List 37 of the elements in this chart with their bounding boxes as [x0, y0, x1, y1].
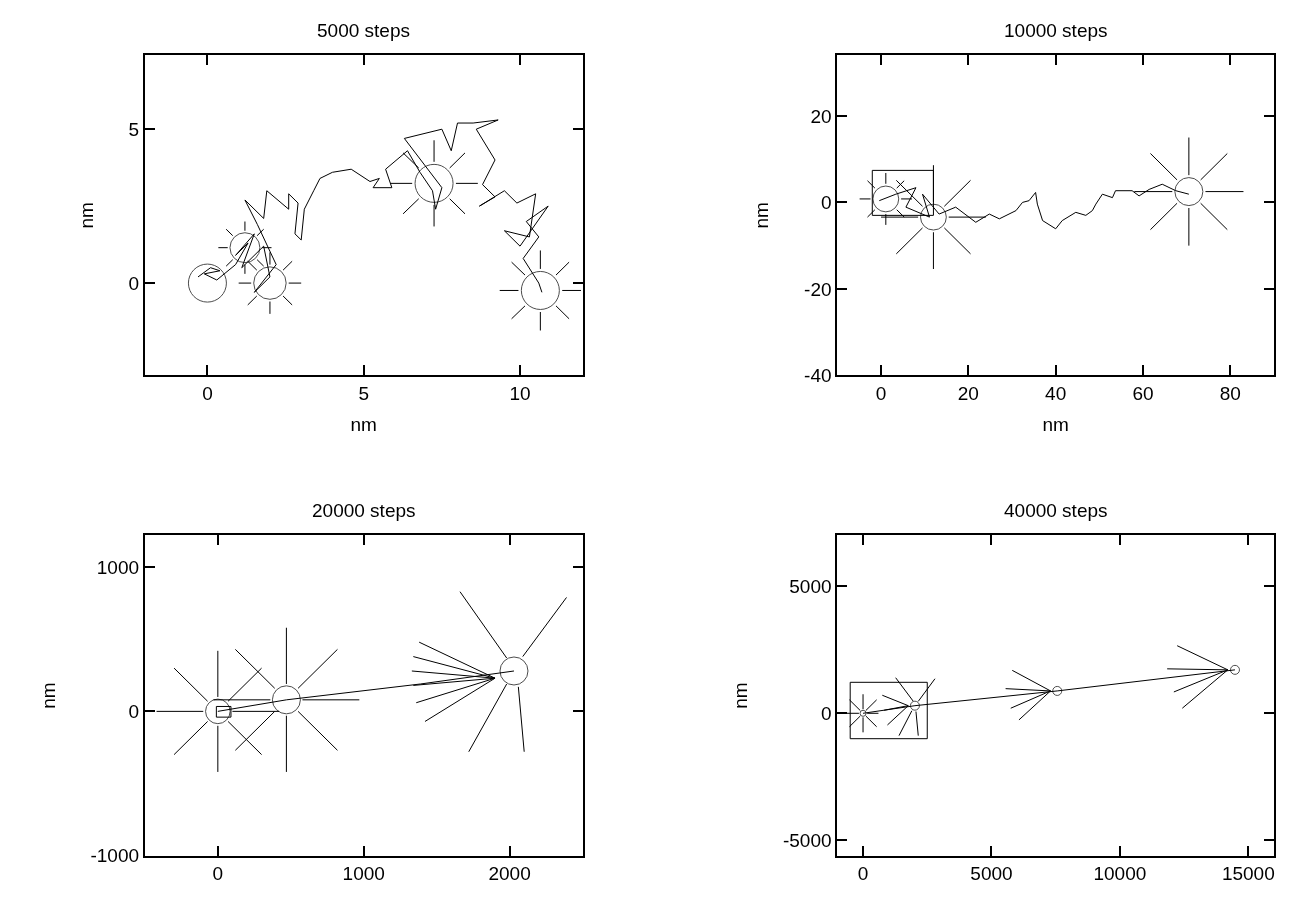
y-tick-label: 0 — [820, 192, 832, 214]
y-tick-label: -40 — [804, 365, 832, 387]
x-tick-label: 10 — [509, 383, 531, 405]
chart-title: 20000 steps — [312, 500, 416, 521]
x-tick-label: 0 — [875, 383, 887, 405]
y-tick-label: 0 — [128, 701, 140, 723]
x-axis-title: nm — [1042, 413, 1069, 435]
y-tick-label: 20 — [810, 105, 832, 127]
y-tick-label: -5000 — [782, 829, 832, 851]
y-axis-title: nm — [751, 202, 773, 229]
y-tick-label: -20 — [804, 278, 832, 300]
chart-title: 10000 steps — [1004, 20, 1108, 41]
y-tick-label: 1000 — [96, 556, 140, 578]
x-axis-title: nm — [350, 413, 377, 435]
y-axis-title: nm — [75, 202, 97, 229]
x-tick-label: 5000 — [970, 863, 1013, 885]
x-tick-label: 5 — [358, 383, 370, 405]
x-tick-label: 40 — [1045, 383, 1067, 405]
y-tick-label: 5000 — [789, 575, 832, 597]
y-tick-label: -1000 — [90, 845, 140, 867]
x-tick-label: 15000 — [1221, 863, 1275, 885]
x-tick-label: 0 — [212, 863, 224, 885]
x-tick-label: 0 — [857, 863, 869, 885]
x-tick-label: 1000 — [342, 863, 385, 885]
y-axis-title: nm — [730, 682, 752, 709]
x-tick-label: 20 — [957, 383, 979, 405]
x-tick-label: 60 — [1132, 383, 1154, 405]
y-tick-label: 5 — [128, 118, 140, 140]
chart-title: 40000 steps — [1004, 500, 1108, 521]
chart-title: 5000 steps — [317, 20, 410, 41]
x-tick-label: 10000 — [1093, 863, 1147, 885]
x-tick-label: 2000 — [488, 863, 531, 885]
y-axis-title: nm — [37, 682, 59, 709]
x-tick-label: 80 — [1219, 383, 1241, 405]
y-tick-label: 0 — [820, 702, 832, 724]
x-tick-label: 0 — [202, 383, 213, 405]
y-tick-label: 0 — [128, 272, 140, 294]
